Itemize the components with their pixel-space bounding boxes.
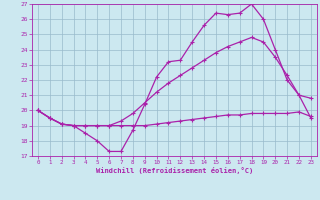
X-axis label: Windchill (Refroidissement éolien,°C): Windchill (Refroidissement éolien,°C) [96, 167, 253, 174]
